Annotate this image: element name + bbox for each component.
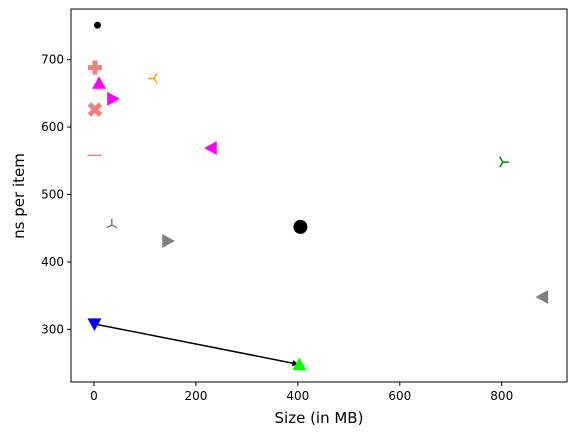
x-tick-label: 0 (90, 389, 98, 403)
data-point (162, 234, 175, 249)
x-axis: 0 200 400 600 800 (90, 382, 513, 403)
y-tick-label: 300 (41, 322, 64, 336)
x-tick-label: 600 (388, 389, 411, 403)
data-point (107, 91, 120, 106)
data-point (92, 76, 107, 89)
annotation-arrow (94, 323, 300, 367)
data-point (94, 21, 102, 29)
plot-frame (70, 8, 568, 383)
data-point (87, 102, 103, 117)
data-point (535, 290, 549, 305)
data-point (106, 218, 118, 229)
data-point (292, 357, 307, 371)
y-tick-label: 700 (41, 53, 64, 67)
plot-background (71, 9, 567, 382)
data-point (87, 318, 102, 331)
y-axis: 300 400 500 600 700 (41, 53, 71, 336)
y-tick-label: 400 (41, 255, 64, 269)
x-axis-label: Size (in MB) (275, 409, 364, 427)
y-axis-label: ns per item (10, 153, 28, 239)
x-tick-label: 800 (490, 389, 513, 403)
arrows-layer (94, 323, 300, 367)
data-point (148, 72, 158, 85)
data-point (293, 219, 308, 234)
y-tick-label: 600 (41, 120, 64, 134)
data-point (87, 60, 102, 75)
data-point (204, 140, 217, 155)
x-tick-label: 400 (286, 389, 309, 403)
points-layer (87, 21, 549, 371)
y-tick-label: 500 (41, 187, 64, 201)
data-point (499, 156, 509, 168)
x-tick-label: 200 (184, 389, 207, 403)
